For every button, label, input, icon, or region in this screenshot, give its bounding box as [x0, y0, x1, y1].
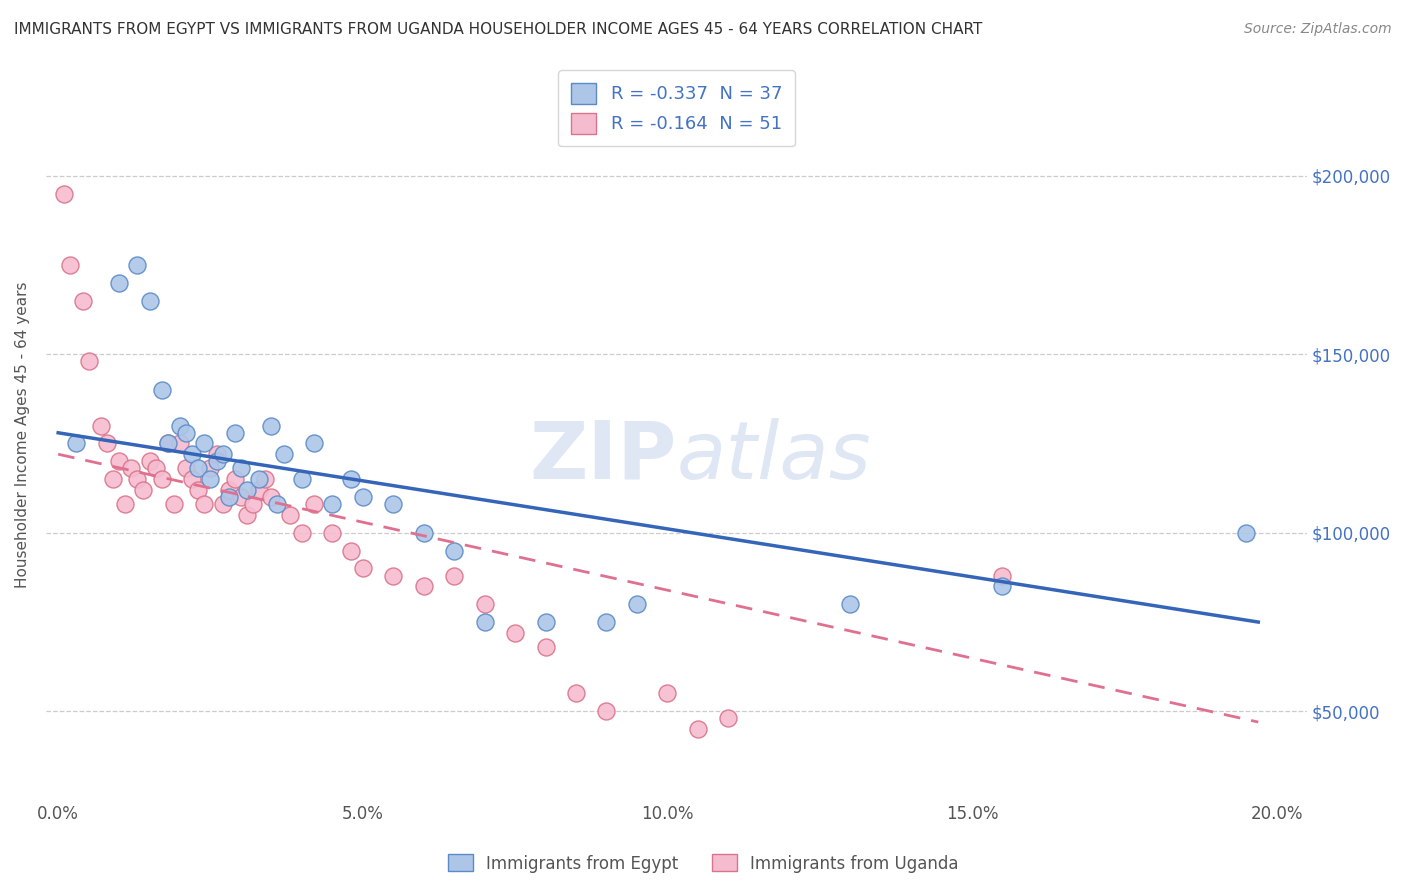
Point: [120, 461, 142, 475]
Point: [193, 436, 215, 450]
Point: [224, 425, 246, 440]
Point: [236, 483, 259, 497]
Point: [657, 686, 679, 700]
Point: [65, 436, 87, 450]
Point: [991, 579, 1014, 593]
Point: [474, 597, 496, 611]
Point: [96, 436, 118, 450]
Point: [138, 454, 160, 468]
Point: [260, 418, 283, 433]
Point: [321, 525, 343, 540]
Point: [59, 258, 82, 272]
Point: [145, 461, 167, 475]
Legend: R = -0.337  N = 37, R = -0.164  N = 51: R = -0.337 N = 37, R = -0.164 N = 51: [558, 70, 794, 146]
Point: [53, 186, 76, 201]
Point: [991, 568, 1014, 582]
Point: [503, 625, 526, 640]
Point: [352, 490, 374, 504]
Point: [534, 640, 557, 654]
Point: [169, 418, 191, 433]
Point: [412, 525, 434, 540]
Point: [382, 497, 405, 511]
Point: [443, 568, 465, 582]
Point: [321, 497, 343, 511]
Point: [717, 711, 740, 725]
Point: [218, 483, 240, 497]
Point: [127, 258, 149, 272]
Point: [266, 497, 288, 511]
Text: Source: ZipAtlas.com: Source: ZipAtlas.com: [1244, 22, 1392, 37]
Point: [77, 354, 100, 368]
Point: [138, 293, 160, 308]
Point: [302, 497, 325, 511]
Point: [242, 497, 264, 511]
Point: [90, 418, 112, 433]
Point: [352, 561, 374, 575]
Point: [205, 454, 228, 468]
Point: [229, 461, 252, 475]
Point: [626, 597, 648, 611]
Point: [205, 447, 228, 461]
Text: IMMIGRANTS FROM EGYPT VS IMMIGRANTS FROM UGANDA HOUSEHOLDER INCOME AGES 45 - 64 : IMMIGRANTS FROM EGYPT VS IMMIGRANTS FROM…: [14, 22, 983, 37]
Point: [236, 508, 259, 522]
Point: [565, 686, 588, 700]
Point: [150, 472, 173, 486]
Point: [114, 497, 136, 511]
Point: [127, 472, 149, 486]
Point: [839, 597, 862, 611]
Point: [150, 383, 173, 397]
Point: [595, 615, 617, 629]
Point: [108, 454, 131, 468]
Point: [291, 472, 314, 486]
Point: [187, 483, 209, 497]
Point: [187, 461, 209, 475]
Point: [229, 490, 252, 504]
Point: [101, 472, 124, 486]
Point: [247, 483, 270, 497]
Point: [260, 490, 283, 504]
Point: [163, 497, 186, 511]
Point: [200, 461, 222, 475]
Point: [211, 497, 233, 511]
Y-axis label: Householder Income Ages 45 - 64 years: Householder Income Ages 45 - 64 years: [15, 281, 30, 588]
Point: [211, 447, 233, 461]
Point: [443, 543, 465, 558]
Point: [156, 436, 179, 450]
Point: [686, 722, 709, 736]
Point: [108, 276, 131, 290]
Point: [339, 472, 361, 486]
Point: [174, 425, 197, 440]
Point: [412, 579, 434, 593]
Point: [132, 483, 155, 497]
Point: [193, 497, 215, 511]
Text: ZIP: ZIP: [529, 417, 676, 496]
Point: [247, 472, 270, 486]
Point: [200, 472, 222, 486]
Point: [156, 436, 179, 450]
Point: [534, 615, 557, 629]
Point: [72, 293, 94, 308]
Point: [181, 472, 204, 486]
Point: [595, 704, 617, 718]
Point: [339, 543, 361, 558]
Point: [474, 615, 496, 629]
Point: [174, 461, 197, 475]
Point: [254, 472, 277, 486]
Point: [181, 447, 204, 461]
Point: [382, 568, 405, 582]
Point: [218, 490, 240, 504]
Legend: Immigrants from Egypt, Immigrants from Uganda: Immigrants from Egypt, Immigrants from U…: [441, 847, 965, 880]
Point: [273, 447, 295, 461]
Point: [291, 525, 314, 540]
Text: atlas: atlas: [676, 417, 872, 496]
Point: [1234, 525, 1257, 540]
Point: [302, 436, 325, 450]
Point: [278, 508, 301, 522]
Point: [224, 472, 246, 486]
Point: [169, 436, 191, 450]
